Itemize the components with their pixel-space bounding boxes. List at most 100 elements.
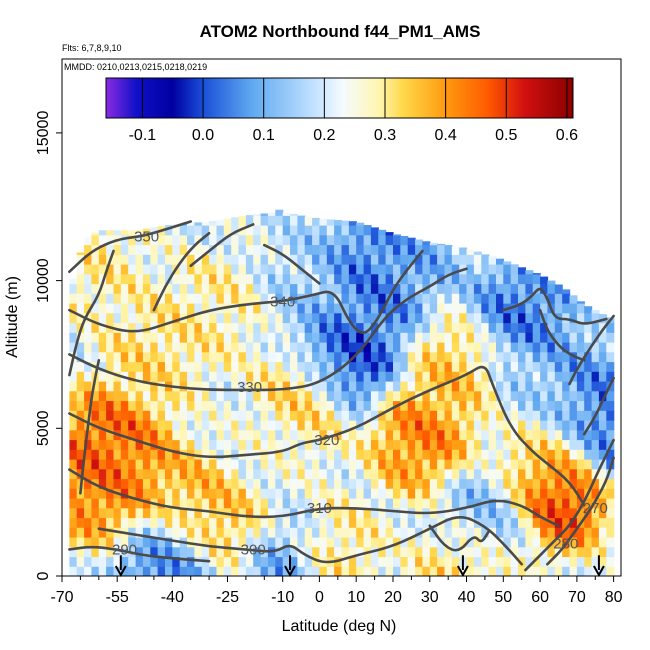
heatmap-cell	[165, 400, 173, 411]
heatmap-cell	[157, 254, 166, 265]
heatmap-cell	[348, 498, 357, 509]
heatmap-cell	[120, 478, 129, 489]
heatmap-cell	[466, 537, 475, 548]
heatmap-cell	[488, 256, 497, 265]
heatmap-cell	[356, 234, 365, 246]
heatmap-cell	[245, 498, 254, 509]
heatmap-cell	[532, 303, 541, 314]
heatmap-cell	[356, 400, 365, 411]
heatmap-cell	[326, 507, 335, 519]
heatmap-cell	[393, 449, 401, 460]
heatmap-cell	[334, 351, 343, 363]
heatmap-cell	[576, 301, 585, 304]
heatmap-cell	[407, 312, 416, 324]
heatmap-cell	[253, 264, 262, 275]
heatmap-cell	[356, 546, 365, 558]
heatmap-cell	[238, 517, 247, 528]
heatmap-cell	[297, 537, 306, 548]
heatmap-cell	[466, 459, 475, 470]
heatmap-cell	[481, 478, 490, 489]
heatmap-cell	[532, 498, 541, 509]
heatmap-cell	[209, 264, 218, 275]
heatmap-cell	[444, 361, 453, 372]
heatmap-cell	[576, 527, 585, 538]
heatmap-cell	[172, 507, 181, 519]
contour-line	[68, 365, 586, 507]
heatmap-cell	[290, 527, 298, 538]
heatmap-cell	[547, 459, 556, 470]
heatmap-cell	[209, 322, 218, 333]
heatmap-cell	[69, 400, 78, 411]
heatmap-cell	[84, 556, 93, 567]
colorbar-tick-label: 0.1	[253, 127, 275, 144]
heatmap-cell	[407, 449, 416, 460]
heatmap-cell	[84, 507, 93, 519]
heatmap-cell	[172, 234, 181, 246]
heatmap-cell	[481, 527, 490, 538]
heatmap-cell	[201, 488, 210, 499]
heatmap-cell	[393, 556, 401, 567]
heatmap-cell	[385, 498, 394, 509]
heatmap-cell	[437, 429, 446, 441]
heatmap-cell	[547, 439, 556, 450]
heatmap-cell	[378, 420, 387, 431]
heatmap-cell	[91, 468, 100, 480]
heatmap-cell	[201, 449, 210, 460]
heatmap-cell	[496, 449, 504, 460]
heatmap-cell	[297, 244, 306, 255]
heatmap-cell	[297, 361, 306, 372]
heatmap-cell	[393, 537, 401, 548]
heatmap-cell	[165, 264, 173, 275]
heatmap-cell	[128, 459, 137, 470]
heatmap-cell	[481, 546, 490, 558]
heatmap-cell	[282, 390, 291, 402]
heatmap-cell	[451, 449, 460, 460]
heatmap-cell	[606, 429, 615, 441]
heatmap-cell	[69, 449, 78, 460]
heatmap-cell	[282, 566, 291, 576]
heatmap-cell	[275, 293, 284, 304]
heatmap-cell	[319, 390, 328, 402]
heatmap-cell	[378, 566, 387, 576]
heatmap-cell	[598, 449, 607, 460]
heatmap-cell	[444, 312, 453, 324]
heatmap-cell	[510, 449, 519, 460]
heatmap-cell	[297, 303, 306, 314]
heatmap-cell	[393, 283, 401, 294]
heatmap-cell	[231, 566, 240, 576]
heatmap-cell	[150, 312, 159, 324]
heatmap-cell	[216, 244, 225, 255]
heatmap-cell	[356, 468, 365, 480]
heatmap-cell	[201, 478, 210, 489]
heatmap-cell	[378, 361, 387, 372]
heatmap-cell	[98, 566, 107, 576]
heatmap-cell	[444, 459, 453, 470]
heatmap-cell	[187, 410, 195, 421]
heatmap-cell	[518, 488, 526, 499]
heatmap-cell	[304, 459, 313, 470]
heatmap-cell	[444, 420, 453, 431]
heatmap-cell	[179, 371, 188, 382]
heatmap-cell	[532, 429, 541, 441]
heatmap-cell	[91, 429, 100, 441]
heatmap-cell	[209, 342, 218, 353]
heatmap-cell	[319, 400, 328, 411]
heatmap-cell	[135, 351, 144, 363]
heatmap-cell	[503, 566, 512, 576]
heatmap-cell	[488, 566, 497, 576]
heatmap-cell	[312, 439, 321, 450]
heatmap-cell	[393, 381, 401, 392]
heatmap-cell	[437, 527, 446, 538]
heatmap-cell	[562, 488, 571, 499]
heatmap-cell	[503, 322, 512, 333]
heatmap-cell	[275, 234, 284, 246]
heatmap-cell	[76, 556, 85, 567]
heatmap-cell	[275, 420, 284, 431]
heatmap-cell	[473, 322, 482, 333]
heatmap-cell	[157, 303, 166, 314]
heatmap-cell	[142, 322, 151, 333]
heatmap-cell	[267, 527, 276, 538]
heatmap-cell	[209, 220, 218, 226]
heatmap-cell	[400, 312, 409, 324]
heatmap-cell	[238, 507, 247, 519]
